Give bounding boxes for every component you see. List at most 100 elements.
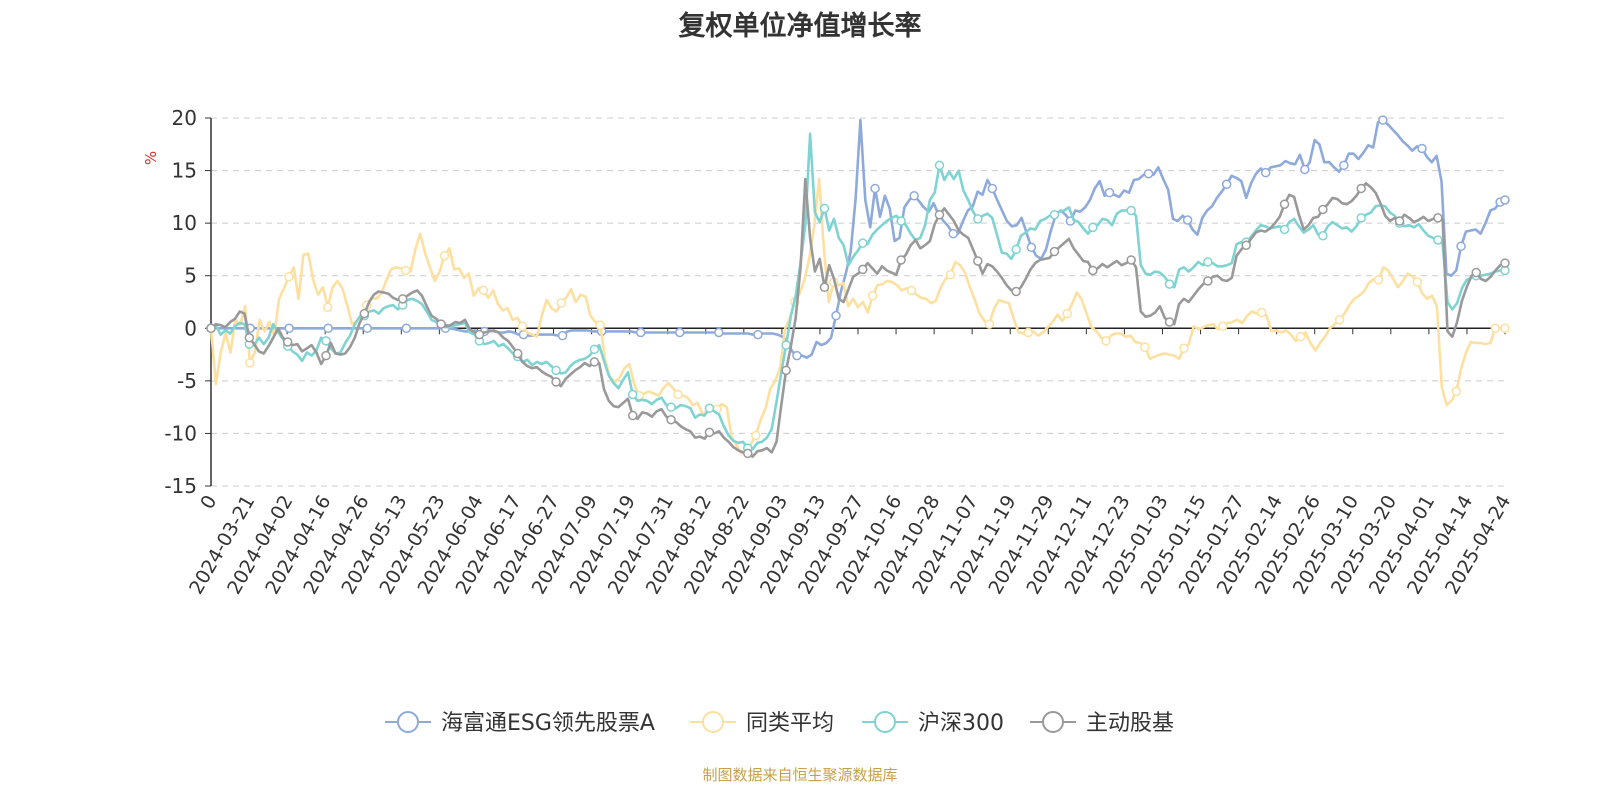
data-point [323, 323, 333, 334]
y-tick-label: 10 [172, 211, 197, 235]
series-lines [206, 115, 1510, 459]
data-point [1182, 215, 1193, 225]
data-point [673, 389, 683, 400]
data-point [1500, 195, 1510, 205]
legend: 海富通ESG领先股票A 同类平均 沪深300 主动股基 [385, 711, 1174, 736]
data-point [206, 323, 216, 334]
y-tick-label: -10 [164, 421, 197, 445]
data-point [1490, 323, 1501, 334]
data-point [1412, 277, 1423, 287]
data-point [704, 427, 715, 438]
data-point [909, 191, 919, 201]
data-point [1260, 167, 1271, 178]
series-line-4 [210, 177, 1506, 458]
data-point [1088, 222, 1098, 233]
legend-marker [874, 711, 896, 733]
data-point [321, 350, 331, 361]
data-point [556, 298, 567, 308]
data-point [321, 336, 331, 346]
data-point [987, 183, 998, 194]
y-tick-label: 20 [172, 106, 197, 130]
data-point [1318, 231, 1328, 241]
data-point [896, 255, 906, 265]
data-point [1356, 213, 1366, 223]
data-point [781, 365, 791, 376]
data-point [1295, 331, 1306, 342]
data-point [589, 344, 600, 355]
series-line-2 [209, 177, 1505, 455]
data-point [474, 329, 485, 340]
data-point [934, 160, 945, 171]
data-point [1433, 235, 1443, 245]
data-point [1471, 267, 1481, 278]
y-axis-label: % [142, 151, 160, 165]
legend-marker [1042, 711, 1064, 733]
legend-label: 同类平均 [746, 711, 834, 736]
data-point [401, 323, 412, 334]
data-point [704, 403, 715, 413]
data-point [627, 389, 638, 400]
data-point [1300, 164, 1310, 175]
data-point [478, 285, 489, 296]
y-tick-label: -5 [177, 369, 197, 393]
data-point [244, 332, 255, 343]
data-point [282, 337, 293, 347]
data-point [714, 327, 724, 338]
data-point [1339, 160, 1349, 171]
data-point [819, 282, 830, 293]
data-point [1101, 336, 1111, 346]
data-point [1257, 307, 1267, 318]
data-point [666, 415, 676, 425]
data-point [984, 319, 995, 329]
data-point [1126, 205, 1136, 216]
data-point [666, 402, 676, 412]
legend-marker [397, 711, 419, 733]
data-point [870, 183, 880, 194]
data-point [1062, 308, 1072, 319]
data-point [1334, 315, 1345, 325]
data-point [1049, 246, 1060, 257]
data-point [589, 357, 600, 367]
data-point [635, 327, 646, 338]
data-point [751, 430, 761, 441]
data-point [1378, 115, 1388, 125]
data-point [945, 269, 956, 280]
data-point [1373, 275, 1384, 285]
data-point [1356, 183, 1366, 194]
data-point [858, 238, 868, 248]
data-point [359, 308, 370, 319]
data-point [906, 285, 917, 296]
x-axis: 02024-03-212024-04-022024-04-162024-04-2… [185, 327, 1515, 598]
data-point [1126, 255, 1136, 265]
data-point [517, 321, 528, 331]
data-point [858, 264, 868, 275]
data-point [753, 329, 763, 340]
data-point [439, 250, 450, 261]
data-point [1088, 265, 1098, 276]
data-point [1451, 386, 1462, 397]
data-point [831, 310, 841, 321]
x-tick-label: 0 [196, 492, 221, 513]
data-point [1394, 216, 1405, 226]
data-point [1318, 204, 1328, 215]
series-line-3 [210, 132, 1505, 451]
legend-label: 海富通ESG领先股票A [441, 711, 655, 736]
data-point [792, 350, 802, 361]
data-point [1026, 242, 1037, 253]
data-point [512, 348, 523, 359]
y-tick-label: 15 [172, 159, 197, 183]
data-point [819, 203, 830, 214]
data-point [362, 323, 373, 334]
y-axis: -15 -10 -5 0 5 10 15 20% [142, 106, 212, 498]
data-point [867, 290, 878, 301]
data-point [1143, 168, 1154, 179]
data-point [1279, 224, 1290, 235]
legend-label: 主动股基 [1086, 711, 1174, 736]
data-point [400, 265, 411, 276]
data-point [1203, 276, 1213, 286]
data-point [1011, 244, 1021, 255]
data-point [1023, 327, 1034, 338]
data-point [781, 340, 791, 350]
data-point [934, 209, 945, 220]
